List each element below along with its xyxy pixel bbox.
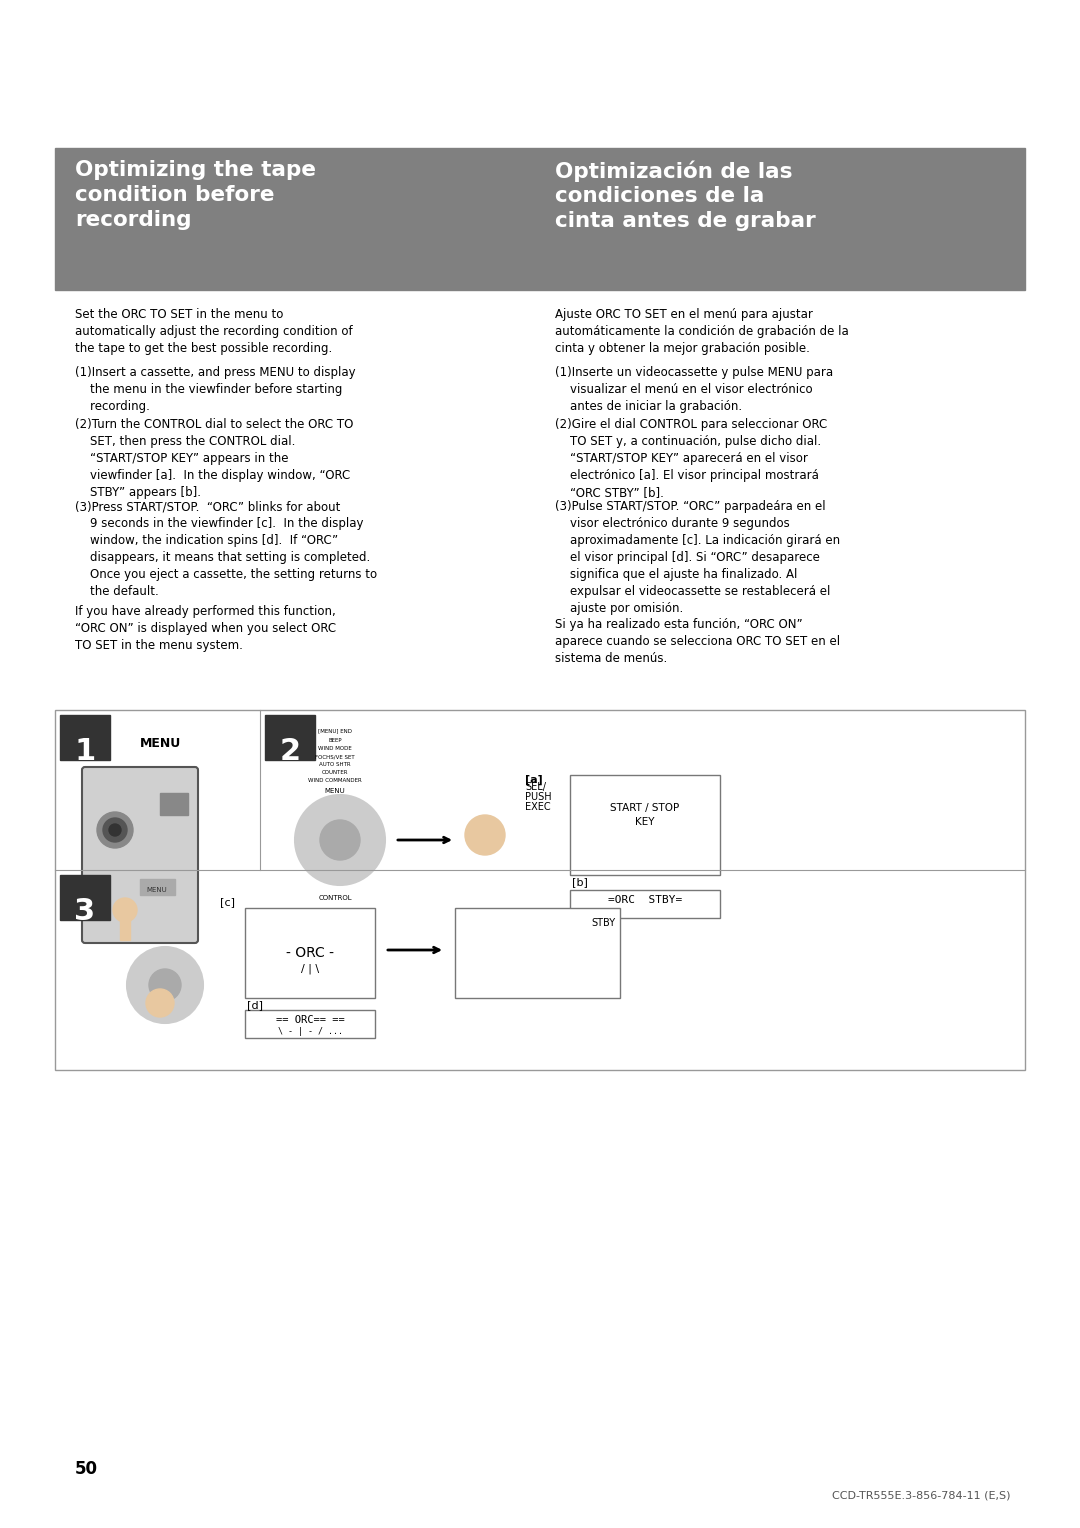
Bar (570, 775, 720, 876)
Text: \ - | - / ...: \ - | - / ... (278, 1027, 342, 1036)
Circle shape (109, 824, 121, 836)
Text: KEY: KEY (635, 817, 654, 827)
Bar (570, 889, 720, 918)
Text: PUSH: PUSH (525, 792, 552, 802)
Bar (60, 876, 110, 920)
Bar (245, 908, 375, 998)
Text: EXEC: EXEC (525, 802, 551, 811)
Text: [c]: [c] (220, 897, 235, 908)
Circle shape (113, 898, 137, 921)
Text: START / STOP: START / STOP (610, 804, 679, 813)
Text: (1)Inserte un videocassette y pulse MENU para
    visualizar el menú en el visor: (1)Inserte un videocassette y pulse MENU… (555, 367, 833, 413)
Bar (455, 908, 620, 998)
Bar (55, 148, 1025, 290)
FancyBboxPatch shape (82, 767, 198, 943)
Text: MENU: MENU (140, 736, 181, 750)
Text: COUNTER: COUNTER (322, 770, 348, 775)
Text: == ORC== ==: == ORC== == (275, 1015, 345, 1025)
Text: STBY: STBY (591, 918, 615, 927)
Text: 50: 50 (75, 1459, 98, 1478)
Bar (265, 715, 315, 759)
Text: WIND COMMANDER: WIND COMMANDER (308, 778, 362, 782)
Circle shape (295, 795, 384, 885)
Text: (1)Insert a cassette, and press MENU to display
    the menu in the viewfinder b: (1)Insert a cassette, and press MENU to … (75, 367, 355, 413)
Text: / | \: / | \ (301, 963, 319, 973)
Circle shape (103, 817, 127, 842)
Text: [b]: [b] (572, 877, 588, 886)
Text: If you have already performed this function,
“ORC ON” is displayed when you sele: If you have already performed this funct… (75, 605, 336, 652)
Text: MENU: MENU (325, 788, 346, 795)
Text: BEEP: BEEP (328, 738, 341, 743)
Text: AUTO SHTR: AUTO SHTR (320, 762, 351, 767)
Bar (55, 711, 1025, 1070)
Text: (2)Gire el dial CONTROL para seleccionar ORC
    TO SET y, a continuación, pulse: (2)Gire el dial CONTROL para seleccionar… (555, 419, 827, 500)
Text: FOCHS/VE SET: FOCHS/VE SET (315, 753, 355, 759)
Circle shape (465, 814, 505, 856)
Circle shape (320, 821, 360, 860)
Circle shape (97, 811, 133, 848)
Text: Ajuste ORC TO SET en el menú para ajustar
automáticamente la condición de grabac: Ajuste ORC TO SET en el menú para ajusta… (555, 309, 849, 354)
Text: (3)Press START/STOP.  “ORC” blinks for about
    9 seconds in the viewfinder [c]: (3)Press START/STOP. “ORC” blinks for ab… (75, 500, 377, 597)
Text: Optimizing the tape
condition before
recording: Optimizing the tape condition before rec… (75, 160, 316, 229)
Bar (120, 920, 130, 940)
Bar (160, 793, 188, 814)
Bar (245, 1010, 375, 1038)
Text: CONTROL: CONTROL (319, 895, 352, 902)
Text: Optimización de las
condiciones de la
cinta antes de grabar: Optimización de las condiciones de la ci… (555, 160, 815, 231)
Text: - ORC -: - ORC - (286, 946, 334, 960)
Text: (3)Pulse START/STOP. “ORC” parpadeára en el
    visor electrónico durante 9 segu: (3)Pulse START/STOP. “ORC” parpadeára en… (555, 500, 840, 614)
Text: Set the ORC TO SET in the menu to
automatically adjust the recording condition o: Set the ORC TO SET in the menu to automa… (75, 309, 353, 354)
Text: WIND MODE: WIND MODE (319, 746, 352, 750)
Text: [MENU] END: [MENU] END (318, 727, 352, 733)
Text: (2)Turn the CONTROL dial to select the ORC TO
    SET, then press the CONTROL di: (2)Turn the CONTROL dial to select the O… (75, 419, 353, 500)
Text: [d]: [d] (247, 999, 264, 1010)
Text: 2: 2 (280, 736, 300, 766)
Text: [a]: [a] (525, 775, 543, 785)
Text: Si ya ha realizado esta función, “ORC ON”
aparece cuando se selecciona ORC TO SE: Si ya ha realizado esta función, “ORC ON… (555, 617, 840, 665)
Text: CCD-TR555E.3-856-784-11 (E,S): CCD-TR555E.3-856-784-11 (E,S) (832, 1490, 1010, 1500)
Circle shape (146, 989, 174, 1018)
Text: MENU: MENU (147, 886, 167, 892)
Text: SEL/: SEL/ (525, 782, 546, 792)
Bar (140, 879, 175, 895)
Circle shape (149, 969, 181, 1001)
Text: 1: 1 (75, 736, 96, 766)
Text: =ORC  STBY=: =ORC STBY= (608, 895, 683, 905)
Bar (60, 715, 110, 759)
Circle shape (127, 947, 203, 1024)
Text: 3: 3 (75, 897, 95, 926)
